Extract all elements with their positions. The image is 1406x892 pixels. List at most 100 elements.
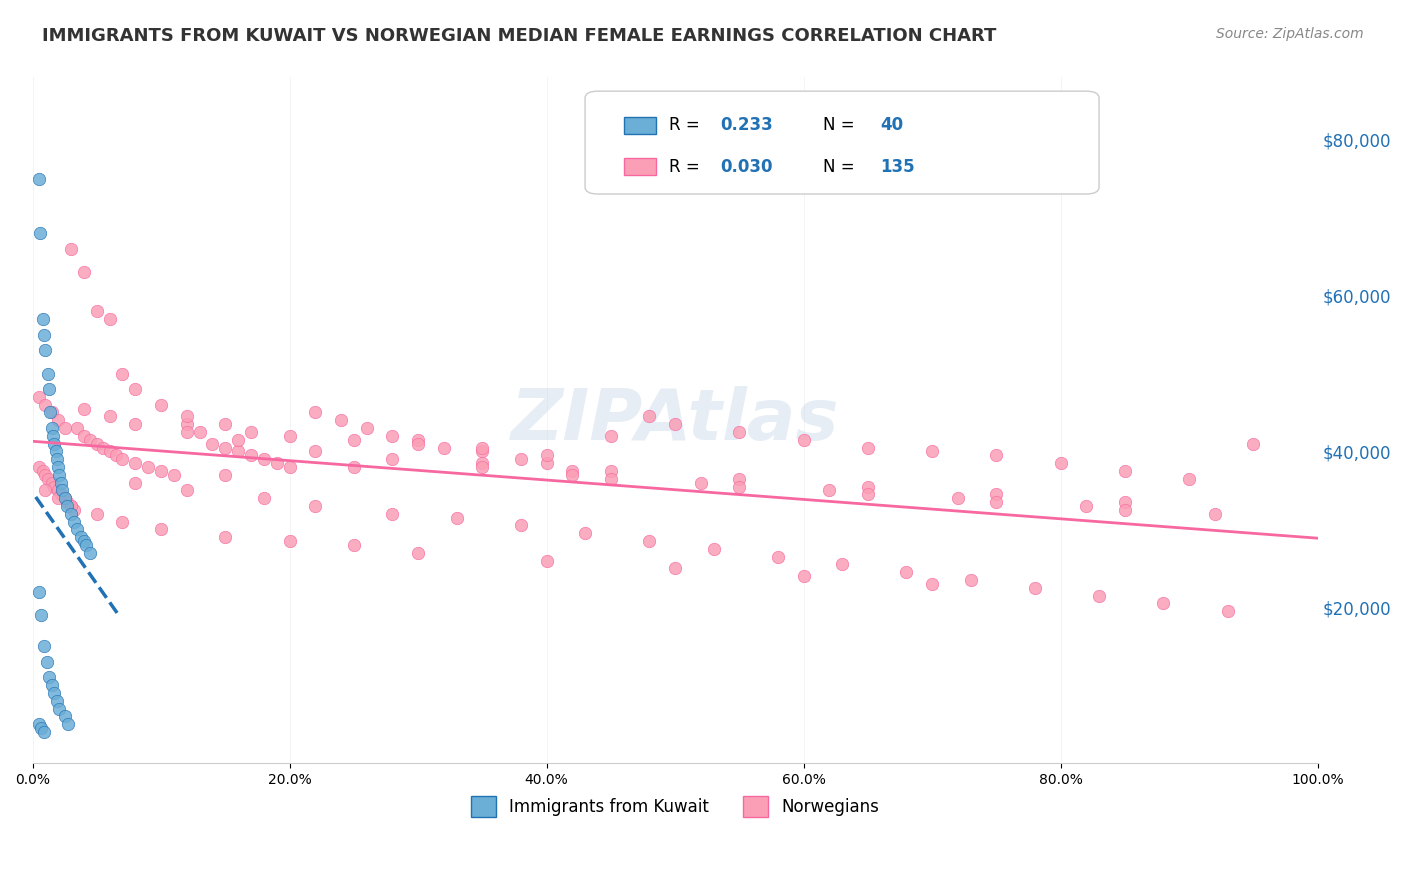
Point: [509, 452, 531, 467]
Point: [226, 433, 249, 447]
Point: [664, 561, 686, 575]
Point: [31, 464, 53, 478]
Point: [32, 327, 55, 342]
Point: [703, 541, 725, 556]
Point: [381, 429, 404, 443]
Point: [304, 444, 326, 458]
Point: [28, 390, 51, 404]
Point: [1114, 464, 1136, 478]
Point: [44, 686, 66, 700]
Point: [34, 483, 56, 498]
Point: [79, 433, 101, 447]
Point: [53, 709, 76, 723]
Point: [98, 312, 121, 326]
Point: [1152, 596, 1174, 610]
Point: [599, 464, 621, 478]
Point: [433, 441, 456, 455]
Point: [343, 433, 366, 447]
Point: [37, 367, 59, 381]
Point: [105, 448, 128, 462]
Text: N =: N =: [823, 117, 859, 135]
Point: [406, 433, 429, 447]
Point: [73, 401, 96, 416]
Point: [1178, 472, 1201, 486]
Point: [44, 479, 66, 493]
Point: [381, 507, 404, 521]
Point: [73, 265, 96, 279]
Point: [31, 312, 53, 326]
Point: [38, 670, 60, 684]
Point: [28, 584, 51, 599]
Point: [304, 405, 326, 419]
Point: [150, 464, 173, 478]
Point: [986, 487, 1008, 501]
Point: [53, 491, 76, 506]
Point: [42, 429, 65, 443]
Point: [38, 382, 60, 396]
Point: [49, 487, 72, 501]
Point: [1204, 507, 1226, 521]
Point: [45, 694, 67, 708]
Point: [214, 417, 236, 432]
Point: [62, 503, 84, 517]
Point: [1088, 589, 1111, 603]
Point: [689, 475, 711, 490]
Point: [136, 460, 159, 475]
Point: [471, 441, 494, 455]
Text: IMMIGRANTS FROM KUWAIT VS NORWEGIAN MEDIAN FEMALE EARNINGS CORRELATION CHART: IMMIGRANTS FROM KUWAIT VS NORWEGIAN MEDI…: [42, 27, 997, 45]
Point: [561, 464, 583, 478]
Point: [37, 472, 59, 486]
Point: [70, 530, 93, 544]
Point: [28, 171, 51, 186]
Point: [111, 515, 134, 529]
Point: [66, 421, 89, 435]
Point: [48, 467, 70, 482]
Point: [471, 456, 494, 470]
Text: Source: ZipAtlas.com: Source: ZipAtlas.com: [1216, 27, 1364, 41]
FancyBboxPatch shape: [585, 91, 1099, 194]
Point: [28, 717, 51, 731]
Point: [574, 526, 596, 541]
Point: [60, 499, 83, 513]
Point: [124, 456, 146, 470]
Point: [959, 573, 981, 587]
FancyBboxPatch shape: [624, 158, 655, 175]
Point: [60, 242, 83, 256]
Point: [536, 456, 558, 470]
Point: [30, 227, 52, 241]
Point: [599, 429, 621, 443]
Point: [329, 413, 352, 427]
Point: [46, 460, 69, 475]
Point: [381, 452, 404, 467]
Point: [599, 472, 621, 486]
Point: [471, 460, 494, 475]
Point: [98, 444, 121, 458]
Point: [343, 538, 366, 552]
Point: [986, 448, 1008, 462]
Point: [53, 491, 76, 506]
Point: [150, 398, 173, 412]
Point: [446, 510, 468, 524]
Point: [561, 467, 583, 482]
Point: [1076, 499, 1098, 513]
Point: [728, 425, 751, 439]
Point: [98, 409, 121, 424]
Point: [86, 304, 108, 318]
Point: [35, 655, 58, 669]
Point: [946, 491, 969, 506]
Point: [150, 522, 173, 536]
Point: [56, 499, 79, 513]
Point: [831, 558, 853, 572]
Point: [921, 577, 943, 591]
Point: [62, 515, 84, 529]
Point: [728, 472, 751, 486]
Point: [51, 483, 73, 498]
Point: [406, 436, 429, 450]
Point: [53, 421, 76, 435]
Text: ZIPAtlas: ZIPAtlas: [510, 385, 839, 455]
Point: [31, 721, 53, 735]
Legend: Immigrants from Kuwait, Norwegians: Immigrants from Kuwait, Norwegians: [464, 789, 886, 823]
Point: [48, 701, 70, 715]
Point: [49, 475, 72, 490]
Point: [41, 678, 63, 692]
